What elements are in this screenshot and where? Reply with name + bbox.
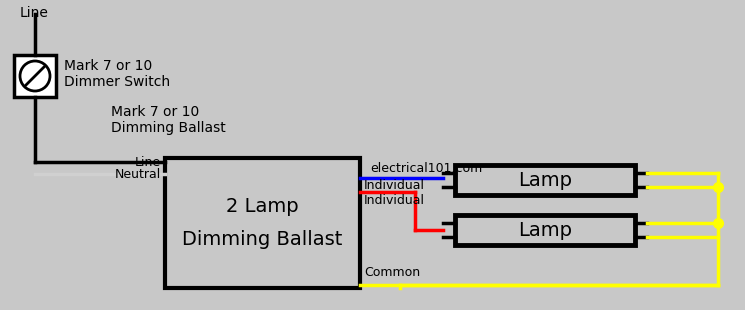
Text: Line: Line	[135, 156, 161, 169]
Text: Dimming Ballast: Dimming Ballast	[111, 121, 226, 135]
Text: Line: Line	[20, 6, 49, 20]
Text: Lamp: Lamp	[518, 220, 572, 240]
Text: 2 Lamp: 2 Lamp	[226, 197, 299, 215]
Text: Common: Common	[364, 266, 420, 279]
Text: Mark 7 or 10: Mark 7 or 10	[64, 59, 152, 73]
Bar	[455, 165, 635, 195]
Text: Dimming Ballast: Dimming Ballast	[183, 230, 343, 250]
Bar	[455, 215, 635, 245]
Text: Individual: Individual	[364, 179, 425, 192]
Text: Neutral: Neutral	[115, 167, 161, 180]
Text: Lamp: Lamp	[518, 170, 572, 189]
Bar	[165, 158, 360, 288]
Text: Mark 7 or 10: Mark 7 or 10	[111, 105, 199, 119]
Text: Dimmer Switch: Dimmer Switch	[64, 75, 170, 89]
Text: electrical101.com: electrical101.com	[370, 162, 482, 175]
Text: Individual: Individual	[364, 194, 425, 207]
Bar	[14, 55, 56, 97]
